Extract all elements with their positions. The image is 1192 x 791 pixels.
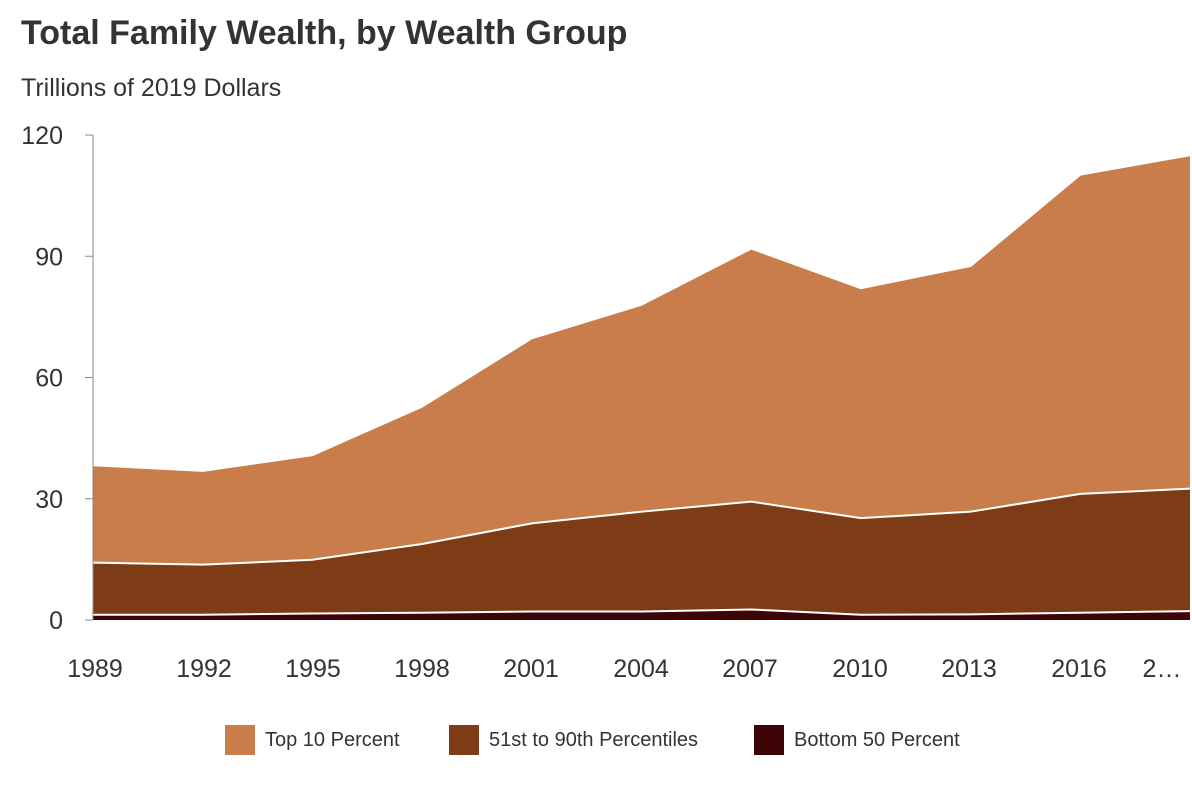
x-tick-label: 2… <box>1143 655 1182 683</box>
y-tick-label: 0 <box>49 607 63 635</box>
y-axis: 0 30 60 90 120 <box>21 122 94 635</box>
chart-subtitle: Trillions of 2019 Dollars <box>21 74 282 102</box>
x-tick-label: 2013 <box>941 655 997 683</box>
legend-item-top-10: Top 10 Percent <box>225 720 400 760</box>
legend-label-51st-90th: 51st to 90th Percentiles <box>489 728 699 751</box>
x-tick-label: 2010 <box>832 655 888 683</box>
x-tick-label: 1992 <box>176 655 232 683</box>
chart-title: Total Family Wealth, by Wealth Group <box>21 14 628 52</box>
legend-label-top-10: Top 10 Percent <box>265 728 400 751</box>
x-tick-label: 2001 <box>503 655 559 683</box>
legend-swatch-51st-90th <box>449 725 479 755</box>
legend-swatch-bottom-50 <box>754 725 784 755</box>
y-tick-label: 30 <box>35 486 63 514</box>
x-tick-label: 2007 <box>722 655 778 683</box>
legend-swatch-top-10 <box>225 725 255 755</box>
area-edge-51st-to-90th-percentiles <box>92 487 1191 566</box>
x-tick-label: 1995 <box>285 655 341 683</box>
y-tick-label: 60 <box>35 365 63 393</box>
x-tick-label: 2016 <box>1051 655 1107 683</box>
legend-item-bottom-50: Bottom 50 Percent <box>754 720 960 760</box>
x-tick-label: 1989 <box>67 655 123 683</box>
y-tick-label: 120 <box>21 122 63 150</box>
x-axis-labels: 1989 1992 1995 1998 2001 2004 2007 2010 2013 2016… <box>67 655 1181 683</box>
area-top-10-percent <box>93 155 1190 565</box>
x-tick-label: 1998 <box>394 655 450 683</box>
area-bottom-50-percent <box>93 609 1190 620</box>
area-51st-to-90th-percentiles <box>93 488 1190 615</box>
area-edge-bottom-50-percent <box>93 608 1191 616</box>
area-layer <box>92 154 1191 620</box>
area-edge-top-10-percent <box>92 154 1191 472</box>
x-tick-label: 2004 <box>613 655 669 683</box>
legend-item-51st-90th: 51st to 90th Percentiles <box>449 720 698 760</box>
legend: Top 10 Percent 51st to 90th Percentiles … <box>0 720 1192 760</box>
legend-label-bottom-50: Bottom 50 Percent <box>794 728 960 751</box>
y-tick-label: 90 <box>35 243 63 271</box>
